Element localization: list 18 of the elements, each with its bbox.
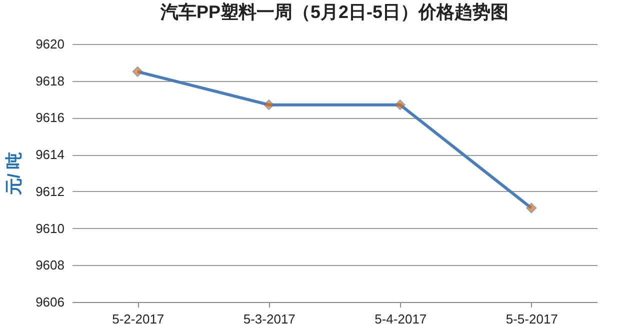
chart-title: 汽车PP塑料一周（5月2日-5日）价格趋势图 [159, 2, 509, 22]
x-tick-label: 5-5-2017 [506, 312, 558, 326]
point [264, 100, 274, 110]
y-axis-title: 元/ 吨 [4, 152, 24, 196]
point [526, 202, 537, 214]
x-tick-label: 5-2-2017 [112, 312, 164, 326]
y-tick-label: 9610 [36, 220, 64, 236]
point [132, 66, 143, 77]
y-tick-label: 9616 [36, 110, 64, 126]
y-tick-label: 9614 [36, 147, 64, 162]
y-tick-label: 9606 [36, 294, 64, 310]
y-tick-label: 9620 [36, 36, 64, 52]
y-tick-label: 9612 [36, 184, 64, 199]
point [394, 100, 406, 110]
x-tick-label: 5-3-2017 [243, 312, 296, 326]
y-tick-label: 9608 [36, 258, 64, 273]
y-tick-label: 9618 [36, 73, 64, 88]
x-tick-label: 5-4-2017 [374, 312, 427, 326]
